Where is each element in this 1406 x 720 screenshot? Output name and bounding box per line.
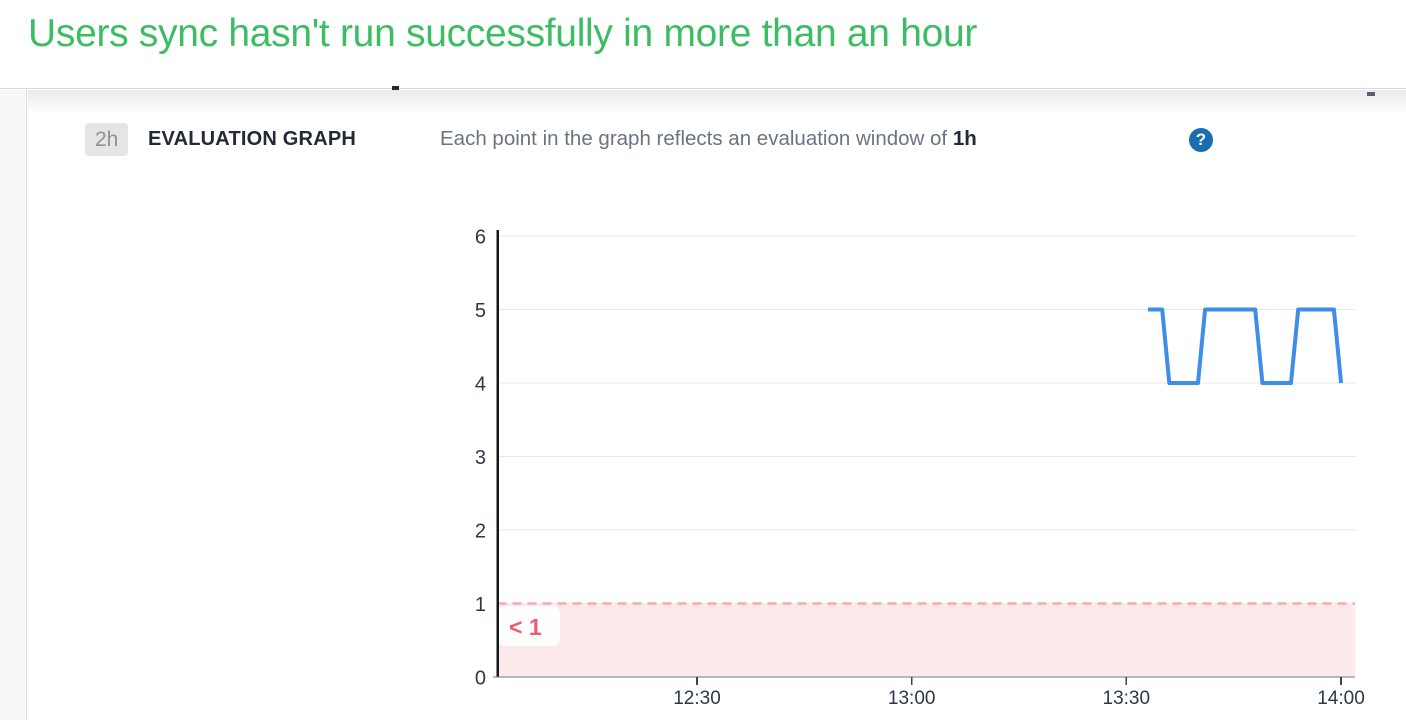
help-icon[interactable]: ? bbox=[1189, 128, 1213, 152]
y-tick-label-0: 0 bbox=[475, 668, 486, 690]
threshold-label: < 1 bbox=[509, 614, 542, 640]
scroll-shadow bbox=[28, 90, 1406, 114]
evaluation-description: Each point in the graph reflects an eval… bbox=[440, 127, 977, 151]
clipped-text-fragment bbox=[392, 86, 399, 90]
y-tick-label-4: 4 bbox=[475, 374, 486, 396]
left-gutter bbox=[0, 90, 27, 720]
series-line bbox=[1147, 307, 1344, 385]
threshold-label-box bbox=[498, 606, 560, 646]
y-tick-label-5: 5 bbox=[475, 300, 486, 322]
x-tick-label-1230: 12:30 bbox=[673, 688, 721, 709]
evaluation-window-value: 1h bbox=[952, 127, 977, 150]
y-tick-label-6: 6 bbox=[475, 227, 486, 249]
threshold-band bbox=[497, 603, 1355, 677]
page-header: Users sync hasn't run successfully in mo… bbox=[0, 0, 1406, 89]
evaluation-graph-label: EVALUATION GRAPH bbox=[148, 128, 357, 150]
evaluation-window-badge: 2h bbox=[85, 123, 129, 156]
x-tick-label-1400: 14:00 bbox=[1317, 688, 1365, 709]
x-tick-label-1300: 13:00 bbox=[888, 688, 936, 709]
x-tick-label-1330: 13:30 bbox=[1103, 688, 1151, 709]
page-title: Users sync hasn't run successfully in mo… bbox=[28, 12, 978, 55]
y-tick-label-1: 1 bbox=[475, 594, 486, 616]
y-tick-label-3: 3 bbox=[475, 447, 486, 469]
evaluation-chart[interactable]: < 1 0 1 2 3 4 5 6 12:30 13:00 13:30 14:0… bbox=[440, 225, 1406, 720]
y-tick-label-2: 2 bbox=[475, 521, 486, 543]
evaluation-description-text: Each point in the graph reflects an eval… bbox=[440, 127, 953, 150]
clipped-text-fragment bbox=[1367, 92, 1375, 96]
